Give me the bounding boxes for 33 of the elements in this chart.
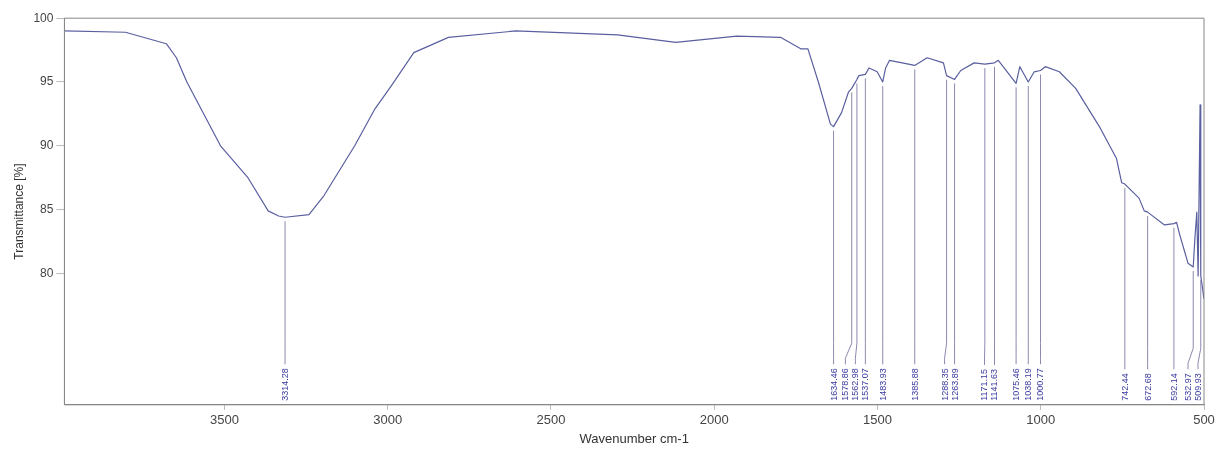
annotation: 1483.93	[877, 368, 888, 401]
x-tick-label: 500	[1193, 412, 1215, 428]
annotation: 3314.28	[280, 368, 291, 401]
y-tick-label: 95	[40, 74, 54, 89]
annotation: 1263.89	[949, 368, 960, 401]
annotation: 509.93	[1193, 373, 1203, 401]
annotation: 1075.46	[1011, 368, 1022, 401]
x-tick-label: 3000	[373, 412, 403, 428]
annotation: 592.14	[1168, 373, 1179, 401]
annotation: 1000.77	[1035, 368, 1046, 401]
x-axis-title: Wavenumber cm-1	[579, 430, 689, 446]
annotation: 1038.19	[1023, 368, 1034, 401]
annotation: 1578.86	[840, 368, 851, 401]
x-tick-label: 1500	[863, 412, 892, 428]
y-tick-label: 85	[40, 201, 54, 216]
x-tick-label: 1000	[1026, 412, 1056, 428]
annotation: 1634.46	[828, 368, 839, 401]
annotation: 1171.15	[979, 368, 990, 401]
y-axis-title: Transmittance [%]	[11, 163, 26, 260]
x-tick-label: 3500	[209, 412, 239, 428]
annotation: 1141.63	[989, 368, 1000, 401]
x-tick-label: 2500	[536, 412, 566, 428]
y-tick-label: 80	[40, 265, 54, 280]
annotation: 1562.98	[850, 368, 861, 401]
annotation: 532.97	[1183, 373, 1193, 401]
y-tick-label: 90	[40, 138, 54, 153]
y-tick-label: 100	[33, 10, 54, 25]
x-tick-label: 2000	[699, 412, 729, 428]
annotation: 1385.88	[909, 368, 920, 401]
annotation: 1288.35	[939, 368, 950, 401]
annotation: 742.44	[1119, 373, 1130, 401]
annotation: 672.68	[1142, 373, 1153, 401]
annotation: 1537.07	[860, 368, 871, 401]
